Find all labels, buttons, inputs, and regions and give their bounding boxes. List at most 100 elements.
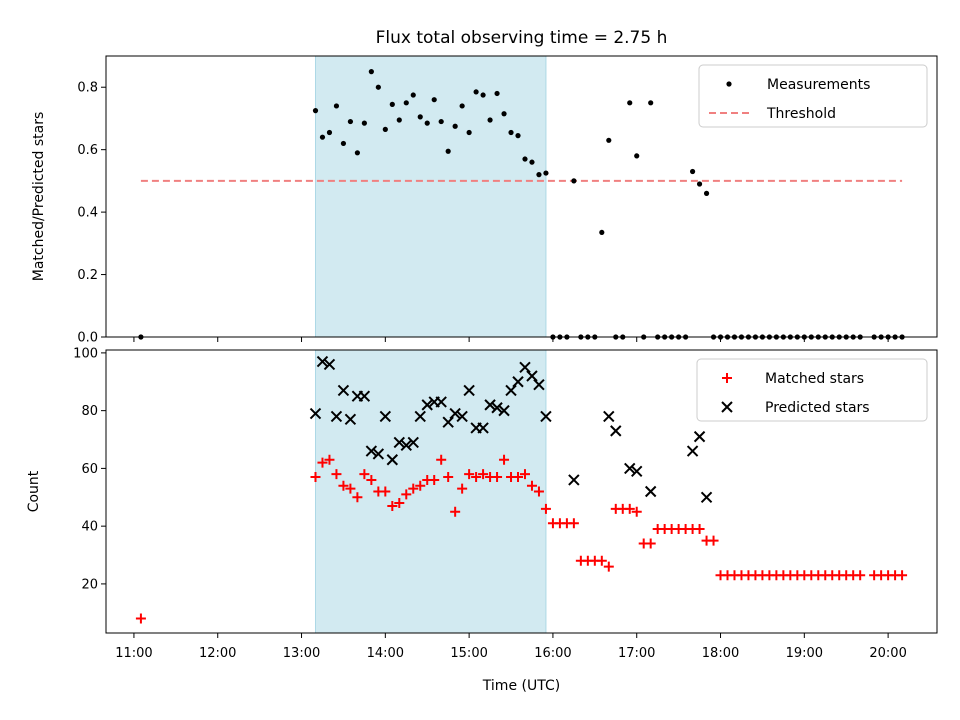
predicted-star-point <box>449 407 461 420</box>
legend-label: Measurements <box>767 77 870 93</box>
measurement-point <box>501 111 507 117</box>
y-tick-label: 0.0 <box>77 331 98 346</box>
measurement-point <box>459 103 465 109</box>
legend: Matched stars Predicted stars <box>696 358 928 422</box>
predicted-star-point <box>700 491 713 503</box>
matched-star-point <box>366 474 377 485</box>
measurement-point <box>689 168 696 175</box>
measurement-point <box>522 156 528 162</box>
measurement-point <box>424 120 430 126</box>
matched-star-point <box>380 486 391 497</box>
predicted-star-point <box>372 448 385 460</box>
matched-star-point <box>499 454 510 465</box>
matched-star-point <box>519 469 530 480</box>
predicted-star-point <box>407 436 419 449</box>
x-tick-label: 19:00 <box>786 646 823 661</box>
predicted-star-point <box>456 410 468 423</box>
measurement-point <box>473 89 479 95</box>
matched-star-point <box>436 454 447 465</box>
predicted-star-point <box>393 436 406 449</box>
axes-frame <box>105 349 938 634</box>
predicted-star-point <box>491 402 503 414</box>
matched-star-point <box>345 483 356 494</box>
predicted-star-point <box>693 430 706 443</box>
matched-star-point <box>471 472 482 483</box>
matched-star-point <box>855 570 866 581</box>
predicted-star-point <box>519 361 531 374</box>
count-panel: 20 40 60 80 100 11:00 12:00 13:00 14:00 15:00 16:0… <box>26 346 938 694</box>
measurement-point <box>515 133 521 139</box>
matched-star-point <box>568 518 579 529</box>
predicted-star-point <box>316 355 329 368</box>
predicted-star-point <box>686 445 699 457</box>
measurement-point <box>319 134 326 140</box>
matched-star-point <box>450 506 461 517</box>
measurement-point <box>389 101 395 107</box>
matched-star-point <box>352 492 363 503</box>
legend-label: Predicted stars <box>765 400 870 416</box>
x-axis-title: Time (UTC) <box>482 678 560 694</box>
y-tick-label: 0.4 <box>77 206 98 221</box>
legend-box <box>698 64 928 128</box>
matched-star-point <box>408 483 419 494</box>
measurement-point <box>340 140 347 147</box>
predicted-star-point <box>323 358 336 371</box>
matched-star-point <box>708 535 719 546</box>
matched-star-point <box>897 570 908 581</box>
y-tick-label: 60 <box>81 462 98 477</box>
measurement-point <box>396 117 402 123</box>
predicted-star-point <box>309 407 322 420</box>
legend-measurement-marker <box>726 81 732 87</box>
predicted-star-point <box>414 410 426 423</box>
measurement-point <box>354 150 360 156</box>
matched-star-point <box>443 472 454 483</box>
x-tick-label: 11:00 <box>115 646 152 661</box>
matched-star-point <box>324 454 335 465</box>
matched-star-point <box>492 472 503 483</box>
measurement-point <box>375 84 381 90</box>
matched-star-point <box>331 469 342 480</box>
measurement-point <box>536 172 542 178</box>
predicted-star-point <box>610 425 622 437</box>
axes-frame <box>105 55 938 338</box>
measurement-point <box>382 126 388 132</box>
matched-star-point <box>513 472 524 483</box>
measurement-point <box>627 100 633 106</box>
measurement-point <box>361 120 367 126</box>
y-tick-label: 100 <box>73 346 98 361</box>
y-tick-label: 0.6 <box>77 143 98 158</box>
predicted-star-point <box>568 474 580 486</box>
legend-box <box>696 358 928 422</box>
predicted-star-point <box>365 445 378 457</box>
y-tick-label: 20 <box>81 577 98 592</box>
y-axis-title: Matched/Predicted stars <box>31 112 47 282</box>
predicted-star-point <box>463 384 475 397</box>
predicted-star-point <box>442 416 454 428</box>
matched-star-point <box>429 474 440 485</box>
measurement-point <box>599 229 605 236</box>
predicted-star-point <box>477 422 489 434</box>
legend-predicted-marker <box>721 401 733 413</box>
measurement-point <box>648 100 654 106</box>
matched-star-point <box>540 503 551 514</box>
predicted-star-point <box>603 410 615 423</box>
x-tick-label: 20:00 <box>869 646 906 661</box>
measurement-point <box>529 159 535 165</box>
predicted-star-point <box>379 410 392 423</box>
predicted-star-point <box>330 410 343 423</box>
predicted-star-point <box>631 465 643 477</box>
measurement-point <box>410 92 416 98</box>
matched-star-point <box>135 613 146 624</box>
matched-star-point <box>387 500 398 511</box>
measurement-point <box>445 148 451 154</box>
measurement-point <box>703 190 710 196</box>
y-axis-title: Count <box>26 470 42 512</box>
matched-star-point <box>457 483 468 494</box>
measurement-point <box>438 118 444 125</box>
x-tick-label: 13:00 <box>283 646 320 661</box>
predicted-star-point <box>344 413 357 426</box>
legend-label: Matched stars <box>765 371 864 387</box>
measurement-point <box>431 97 437 103</box>
x-tick-label: 16:00 <box>534 646 571 661</box>
predicted-star-point <box>624 462 636 475</box>
